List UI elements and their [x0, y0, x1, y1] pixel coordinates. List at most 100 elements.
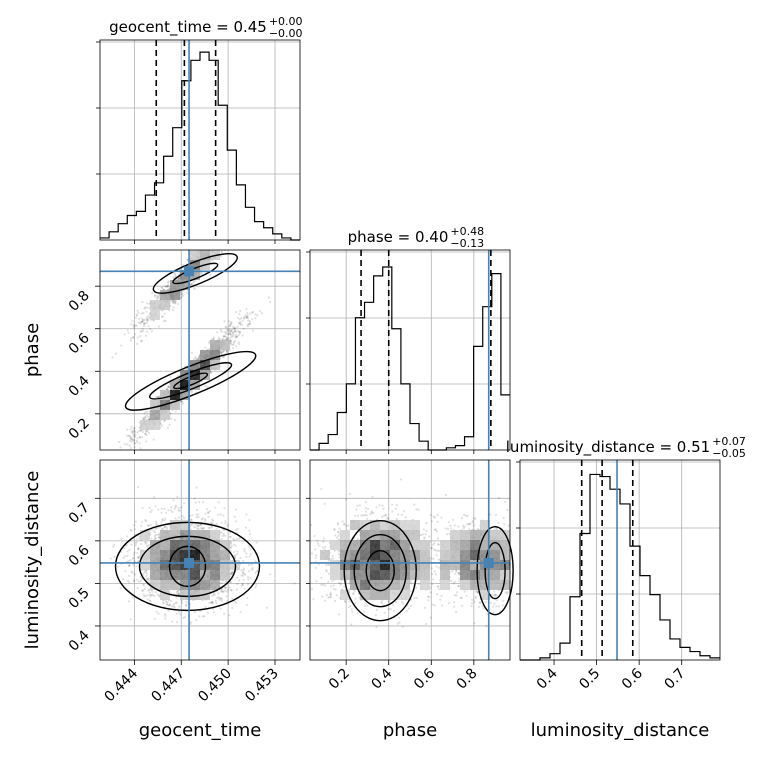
sample-point: [126, 554, 129, 558]
sample-point: [229, 323, 232, 326]
sample-point: [175, 612, 178, 615]
sample-point: [227, 332, 230, 336]
sample-point: [211, 602, 214, 605]
sample-point: [132, 438, 136, 442]
sample-point: [144, 440, 148, 443]
sample-point: [224, 522, 227, 525]
sample-point: [136, 431, 139, 434]
sample-point: [234, 333, 237, 336]
sample-point: [157, 325, 161, 328]
sample-point: [150, 529, 153, 532]
sample-point: [235, 588, 238, 591]
sample-point: [202, 527, 205, 530]
sample-point: [259, 310, 262, 313]
sample-point: [236, 576, 239, 579]
sample-point: [228, 329, 231, 332]
sample-point: [205, 508, 209, 511]
sample-point: [217, 336, 220, 339]
sample-point: [132, 579, 135, 582]
sample-point: [221, 534, 225, 538]
sample-point: [231, 331, 234, 334]
sample-point: [223, 330, 226, 334]
sample-point: [235, 345, 238, 348]
sample-point: [245, 555, 248, 559]
sample-point: [145, 574, 148, 577]
sample-point: [236, 316, 240, 320]
sample-point: [169, 300, 172, 303]
sample-point: [146, 306, 149, 309]
sample-point: [152, 438, 155, 441]
sample-point: [204, 520, 207, 523]
sample-point: [239, 321, 242, 324]
sample-point: [134, 324, 137, 327]
density-cell: [160, 300, 170, 310]
sample-point: [160, 286, 163, 289]
sample-point: [251, 318, 254, 321]
sample-point: [211, 518, 214, 521]
sample-point: [132, 429, 135, 432]
sample-point: [164, 517, 167, 520]
sample-point: [231, 347, 234, 350]
sample-point: [229, 542, 233, 545]
sample-point: [242, 327, 245, 330]
sample-point: [231, 606, 234, 610]
sample-point: [236, 528, 239, 531]
sample-point: [260, 312, 264, 315]
sample-point: [145, 572, 148, 575]
sample-point: [155, 396, 158, 399]
sample-point: [140, 339, 143, 342]
sample-point: [131, 438, 135, 441]
sample-point: [133, 333, 137, 336]
sample-point: [171, 620, 174, 623]
sample-point: [140, 340, 143, 343]
sample-point: [126, 443, 129, 446]
sample-point: [133, 528, 136, 531]
sample-point: [148, 410, 151, 413]
sample-point: [144, 334, 148, 337]
sample-point: [185, 604, 188, 607]
sample-point: [254, 571, 257, 574]
sample-point: [163, 419, 166, 422]
sample-point: [192, 281, 196, 284]
sample-point: [193, 287, 196, 291]
sample-point: [240, 317, 243, 320]
sample-point: [238, 318, 241, 321]
sample-point: [221, 350, 224, 353]
sample-point: [144, 417, 147, 420]
sample-point: [141, 589, 144, 592]
sample-point: [213, 593, 216, 596]
sample-point: [215, 522, 218, 525]
sample-point: [239, 323, 242, 326]
sample-point: [136, 537, 139, 540]
sample-point: [136, 551, 139, 555]
sample-point: [241, 319, 244, 322]
sample-point: [173, 507, 176, 511]
sample-point: [242, 559, 245, 563]
sample-point: [247, 545, 250, 548]
sample-point: [133, 551, 136, 554]
sample-point: [167, 386, 170, 389]
sample-point: [239, 611, 242, 614]
sample-point: [243, 550, 246, 553]
sample-point: [233, 328, 236, 331]
sample-point: [237, 333, 240, 337]
sample-point: [146, 318, 149, 322]
sample-point: [157, 534, 161, 537]
sample-point: [134, 544, 137, 547]
sample-point: [154, 505, 157, 508]
sample-point: [173, 300, 177, 303]
sample-point: [182, 616, 185, 620]
sample-point: [222, 350, 225, 353]
sample-point: [134, 433, 137, 436]
sample-point: [189, 621, 192, 624]
sample-point: [250, 311, 254, 314]
sample-point: [125, 434, 129, 437]
sample-point: [171, 301, 175, 304]
sample-point: [128, 548, 131, 552]
sample-point: [192, 357, 196, 361]
sample-point: [247, 322, 250, 326]
sample-point: [174, 410, 177, 413]
sample-point: [144, 410, 147, 414]
sample-point: [218, 337, 222, 340]
sample-point: [171, 309, 175, 312]
